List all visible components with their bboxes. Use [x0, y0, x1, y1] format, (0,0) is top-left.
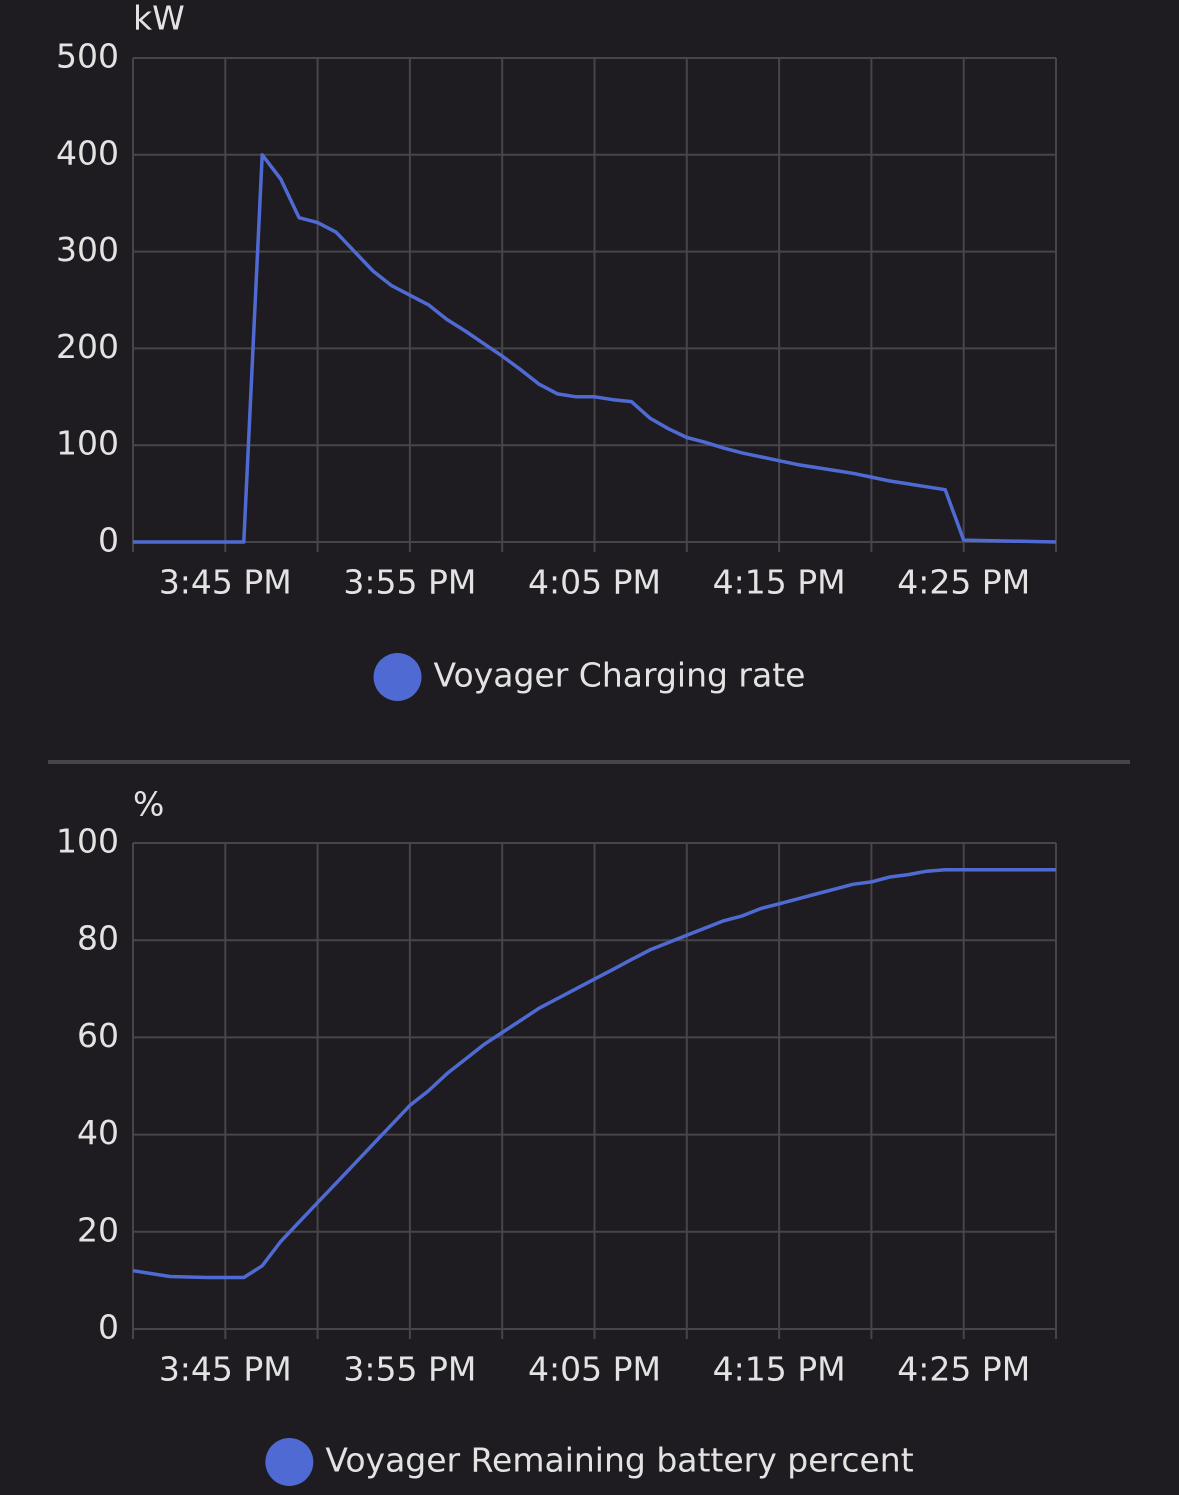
y-tick-label: 300 — [56, 230, 119, 269]
y-tick-label: 40 — [77, 1113, 119, 1152]
y-tick-label: 500 — [56, 37, 119, 76]
y-tick-label: 80 — [77, 919, 119, 958]
data-line — [132, 867, 1056, 1280]
x-tick-label: 4:15 PM — [713, 1350, 846, 1389]
legend-swatch — [373, 653, 422, 701]
x-tick-label: 3:45 PM — [159, 1350, 292, 1389]
x-tick-label: 4:15 PM — [713, 563, 846, 602]
x-tick-label: 3:55 PM — [343, 1350, 476, 1389]
x-tick-label: 4:05 PM — [528, 1350, 661, 1389]
y-tick-label: 100 — [56, 424, 119, 463]
y-tick-label: 0 — [98, 521, 119, 560]
y-unit-label: kW — [133, 0, 185, 38]
y-tick-label: 0 — [98, 1308, 119, 1347]
legend-swatch — [265, 1438, 314, 1486]
x-tick-label: 3:55 PM — [343, 563, 476, 602]
data-line — [133, 153, 1057, 544]
y-tick-label: 100 — [56, 822, 119, 861]
y-tick-label: 400 — [56, 133, 119, 172]
legend-label: Voyager Remaining battery percent — [325, 1441, 913, 1480]
x-tick-label: 4:25 PM — [897, 563, 1030, 602]
y-unit-label: % — [133, 785, 164, 824]
y-tick-label: 20 — [77, 1210, 119, 1249]
x-tick-label: 3:45 PM — [159, 563, 292, 602]
y-tick-label: 60 — [77, 1016, 119, 1055]
x-tick-label: 4:25 PM — [897, 1350, 1030, 1389]
legend-label: Voyager Charging rate — [434, 656, 806, 695]
x-tick-label: 4:05 PM — [528, 563, 661, 602]
y-tick-label: 200 — [56, 327, 119, 366]
